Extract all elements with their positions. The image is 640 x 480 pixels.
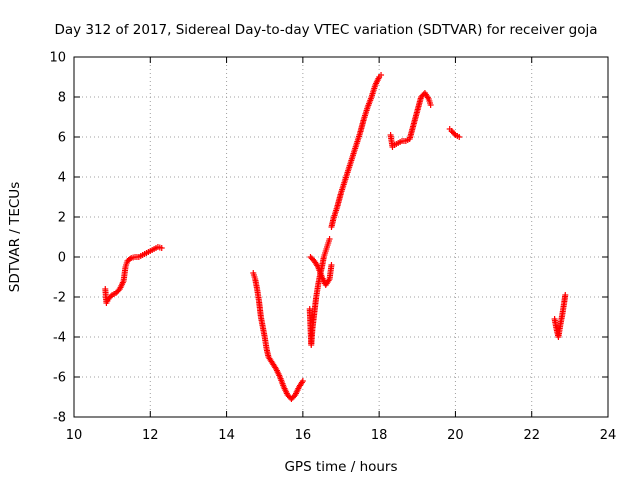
x-tick-label: 20 bbox=[447, 428, 464, 443]
x-tick-label: 16 bbox=[295, 428, 312, 443]
y-tick-label: 4 bbox=[58, 171, 66, 186]
data-series-goja bbox=[102, 72, 569, 402]
data-point bbox=[326, 236, 333, 242]
data-point bbox=[107, 293, 114, 300]
data-point bbox=[456, 134, 463, 140]
chart-title: Day 312 of 2017, Sidereal Day-to-day VTE… bbox=[54, 22, 597, 38]
x-tick-label: 24 bbox=[600, 428, 617, 443]
x-tick-label: 12 bbox=[142, 428, 159, 443]
grid bbox=[74, 57, 608, 417]
data-point bbox=[378, 72, 385, 78]
y-tick-label: 8 bbox=[58, 91, 66, 106]
y-tick-label: -4 bbox=[53, 331, 66, 346]
data-point bbox=[562, 292, 569, 298]
x-tick-label: 22 bbox=[523, 428, 540, 443]
data-point bbox=[328, 262, 335, 268]
data-point bbox=[126, 256, 133, 262]
data-point bbox=[427, 102, 434, 108]
y-tick-label: 2 bbox=[58, 211, 66, 226]
y-tick-label: 0 bbox=[58, 251, 66, 266]
y-tick-label: 10 bbox=[49, 51, 66, 66]
x-tick-label: 18 bbox=[371, 428, 388, 443]
plot-frame bbox=[73, 56, 609, 418]
x-tick-label: 10 bbox=[66, 428, 83, 443]
data-point bbox=[158, 245, 165, 251]
y-tick-label: -8 bbox=[53, 411, 66, 426]
data-point bbox=[451, 130, 458, 137]
x-tick-label: 14 bbox=[218, 428, 235, 443]
axis-ticks bbox=[73, 56, 609, 418]
y-tick-label: 6 bbox=[58, 131, 66, 146]
x-axis-label: GPS time / hours bbox=[284, 459, 397, 475]
y-axis-label: SDTVAR / TECUs bbox=[7, 182, 23, 292]
y-tick-label: -2 bbox=[53, 291, 66, 306]
data-point bbox=[299, 378, 306, 384]
y-tick-label: -6 bbox=[53, 371, 66, 386]
